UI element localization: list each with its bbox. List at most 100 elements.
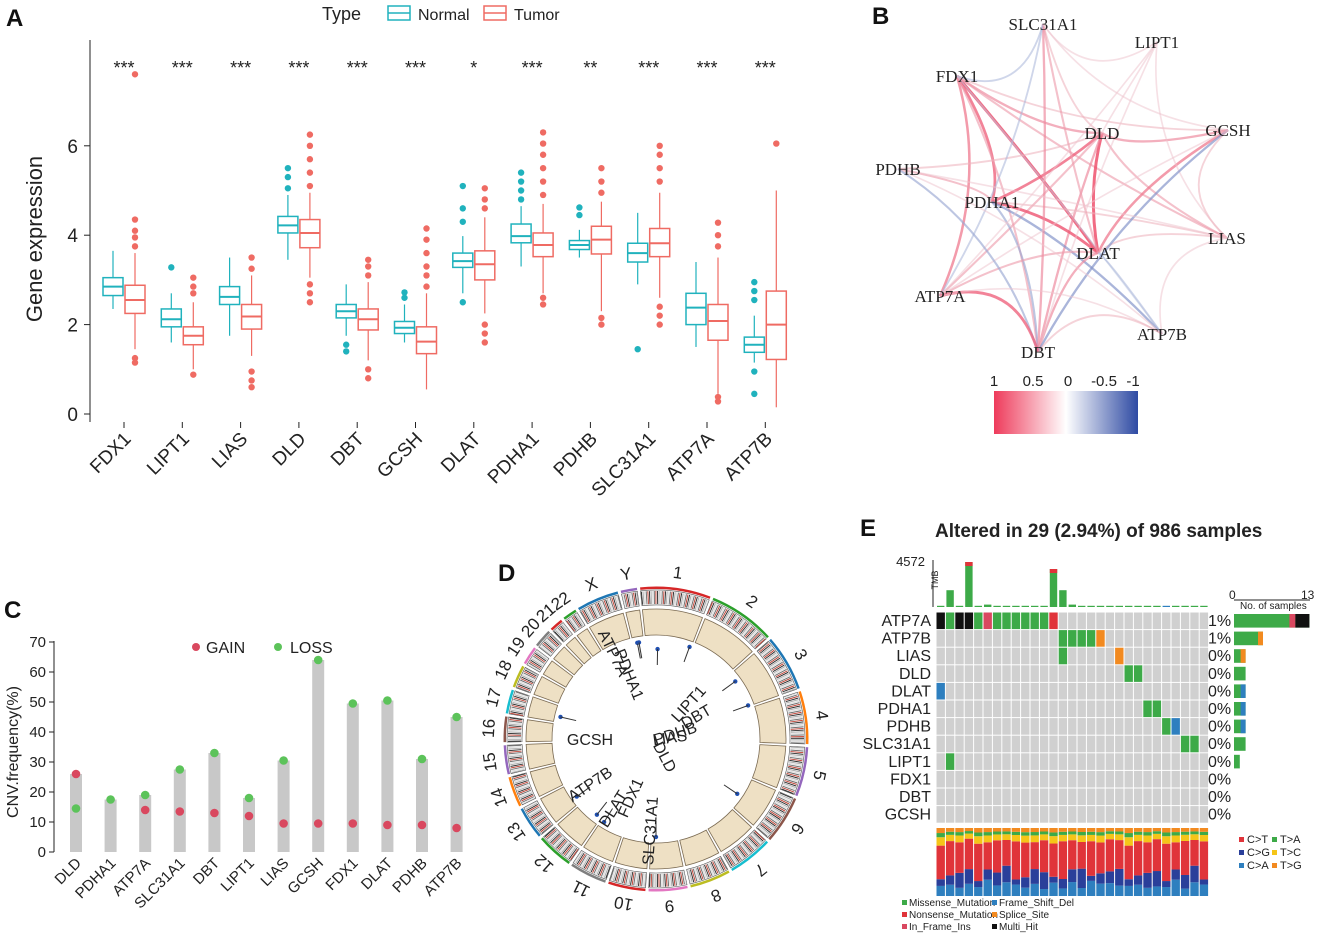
onco-cell <box>1162 630 1171 647</box>
titv-segment <box>1021 877 1030 888</box>
chromosome-band <box>695 867 701 881</box>
titv-segment <box>1143 842 1152 873</box>
box-tumor-gcsh-box <box>415 326 438 355</box>
titv-segment <box>936 828 945 834</box>
titv-segment <box>955 872 964 888</box>
titv-segment <box>1115 840 1124 869</box>
chromosome-band <box>742 841 752 853</box>
chromosome-band <box>785 775 799 781</box>
chromosome-band <box>567 847 576 859</box>
chromosome-band <box>652 591 654 605</box>
chromosome-band <box>617 595 622 609</box>
chromosome-band <box>741 842 751 854</box>
titv-segment <box>1171 842 1180 870</box>
chromosome-band <box>508 737 522 739</box>
a-xtick-label-lipt1: LIPT1 <box>143 429 194 480</box>
box-tumor-pdha1-outlier <box>539 164 547 172</box>
box-tumor-atp7a-box <box>707 303 729 341</box>
onco-gene-label-fdx1: FDX1 <box>890 771 931 788</box>
titv-segment <box>1002 882 1011 896</box>
titv-segment <box>1049 836 1058 844</box>
tmb-bar <box>1143 605 1152 607</box>
chromosome-band <box>789 757 803 760</box>
variant-legend-label: Frame_Shift_Del <box>999 898 1074 909</box>
gene-leader-lias <box>732 705 749 712</box>
chromosome-band <box>691 869 696 882</box>
c-xtick-label-atp7b: ATP7B <box>421 855 466 900</box>
chromosome-band <box>754 830 765 841</box>
cnv-gain-point-atp7a <box>140 805 150 815</box>
titv-segment <box>1115 834 1124 841</box>
chromosome-band <box>766 815 778 824</box>
titv-segment <box>1124 828 1133 834</box>
chromosome-band <box>539 822 551 831</box>
cnv-loss-point-lipt1 <box>244 793 254 803</box>
box-tumor-pdhb-outlier <box>598 189 605 196</box>
onco-cell <box>1133 806 1143 823</box>
chromosome-band <box>509 759 523 763</box>
titv-segment <box>1124 837 1133 846</box>
chromosome-band <box>790 748 804 750</box>
onco-gene-label-atp7b: ATP7B <box>882 631 932 648</box>
chromosome-band <box>780 682 794 689</box>
chromosome-band <box>711 603 718 617</box>
onco-cell-mutated <box>1030 612 1039 630</box>
chromosome-outline-21 <box>550 619 563 631</box>
chromosome-band <box>566 620 575 632</box>
chromosome-outline-18 <box>512 665 525 688</box>
titv-segment <box>1068 831 1077 835</box>
onco-cell <box>974 647 983 665</box>
chromosome-band <box>691 596 697 610</box>
gene-leader-dld <box>723 784 738 795</box>
titv-segment <box>1162 881 1171 888</box>
onco-cell <box>1124 735 1133 753</box>
chromosome-outline-12 <box>540 837 571 864</box>
onco-cell <box>1133 630 1143 647</box>
onco-cell <box>1105 700 1115 718</box>
edge-fdx1-dld <box>956 75 1103 135</box>
titv-segment <box>1039 872 1049 890</box>
onco-cell <box>1180 700 1190 718</box>
onco-cell <box>1030 630 1039 647</box>
chromosome-outline-11 <box>571 863 606 883</box>
box-tumor-gcsh-outlier <box>423 225 430 232</box>
c-ytick-label: 50 <box>29 694 46 711</box>
onco-cell <box>964 665 974 682</box>
box-tumor-slc31a1-outlier <box>656 178 663 185</box>
onco-cell <box>1105 753 1115 770</box>
onco-cell <box>936 753 945 770</box>
onco-cell <box>1105 612 1115 630</box>
onco-cell <box>1133 718 1143 735</box>
titv-segment <box>1077 888 1086 896</box>
variant-legend-swatch <box>902 924 907 929</box>
chromosome-band <box>528 662 541 671</box>
c-xtick-label-fdx1: FDX1 <box>322 855 361 894</box>
edge-dld-pdhb <box>897 132 1103 170</box>
chromosome-band <box>749 835 759 846</box>
onco-cell <box>1180 612 1190 630</box>
chromosome-band <box>790 723 804 726</box>
chromosome-band <box>515 780 528 786</box>
chromosome-band <box>513 776 527 781</box>
titv-segment <box>1199 879 1209 885</box>
onco-cell <box>1021 735 1030 753</box>
titv-segment <box>955 832 964 836</box>
onco-cell <box>1162 735 1171 753</box>
chromosome-band <box>511 767 525 772</box>
chromosome-band <box>590 605 597 618</box>
chromosome-band <box>616 868 621 882</box>
onco-cell <box>1068 700 1077 718</box>
colorbar-label: 0 <box>1064 373 1072 390</box>
onco-cell <box>1115 665 1124 682</box>
c-xtick-label-dlat: DLAT <box>358 855 396 893</box>
chromosome-track-10 <box>614 837 650 870</box>
onco-gene-label-lipt1: LIPT1 <box>888 754 931 771</box>
chromosome-band <box>781 788 794 795</box>
chromosome-band <box>524 801 537 809</box>
chromosome-band <box>570 617 579 629</box>
chromosome-band <box>518 684 531 690</box>
chromosome-band <box>772 807 784 815</box>
chromosome-band <box>540 645 552 655</box>
onco-cell <box>1021 770 1030 788</box>
titv-segment <box>1143 832 1152 836</box>
